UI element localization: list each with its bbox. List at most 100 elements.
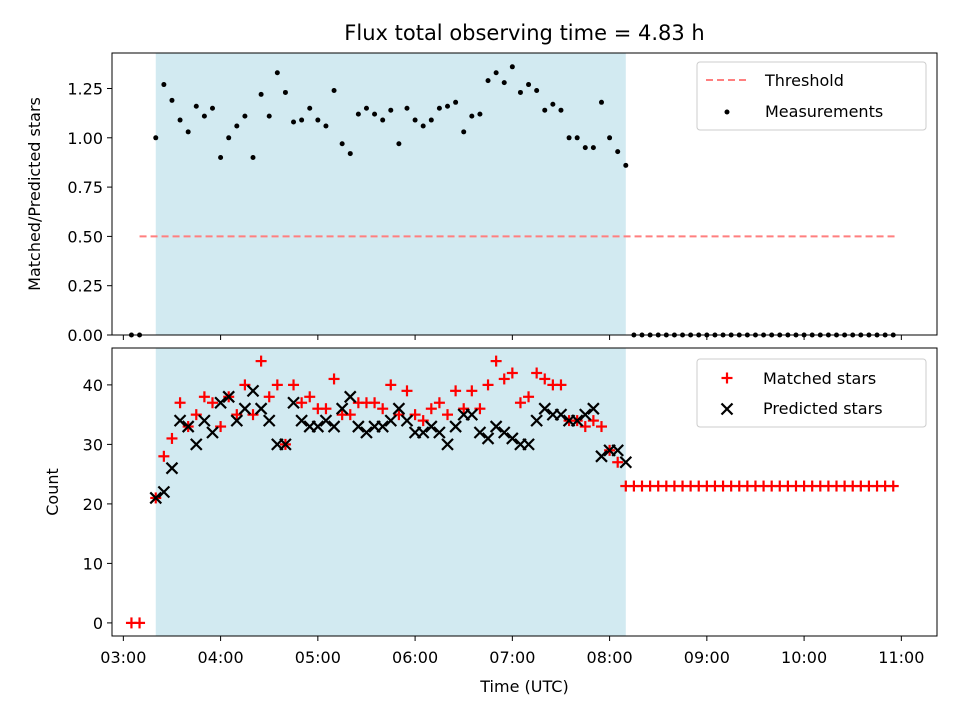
predicted-star-marker bbox=[206, 426, 219, 439]
predicted-star-marker-b bbox=[311, 420, 325, 433]
predicted-star-marker-b bbox=[619, 455, 633, 469]
predicted-star-marker-b bbox=[157, 485, 171, 499]
predicted-star-marker bbox=[311, 420, 325, 433]
measurement-point bbox=[574, 135, 580, 141]
predicted-star-marker bbox=[465, 408, 479, 421]
predicted-star-marker-b bbox=[254, 402, 268, 415]
predicted-star-marker-b bbox=[611, 444, 624, 457]
predicted-star-marker bbox=[441, 438, 454, 451]
count-x-tick-label: 08:00 bbox=[587, 648, 633, 667]
legend-predicted-swatch bbox=[720, 402, 734, 416]
predicted-star-marker bbox=[416, 426, 430, 439]
predicted-star-marker-b bbox=[181, 420, 195, 433]
ratio-y-tick-label: 1.25 bbox=[67, 79, 103, 98]
predicted-star-marker bbox=[287, 396, 300, 410]
predicted-star-marker bbox=[230, 414, 244, 427]
measurement-point bbox=[469, 113, 475, 119]
predicted-star-marker-b bbox=[222, 390, 235, 404]
predicted-star-marker-b bbox=[587, 402, 600, 415]
predicted-star-marker-b bbox=[579, 408, 592, 421]
matched-star-marker bbox=[498, 373, 510, 385]
ratio-y-tick-label: 0.25 bbox=[67, 277, 103, 296]
matched-star-marker bbox=[320, 403, 332, 415]
count-legend-box bbox=[696, 358, 927, 428]
count-y-axis-label: Count bbox=[43, 468, 62, 516]
count-y-tick-label: 20 bbox=[83, 495, 103, 514]
count-x-tick-label: 11:00 bbox=[878, 648, 924, 667]
predicted-star-marker bbox=[181, 420, 195, 433]
predicted-star-marker-b bbox=[149, 491, 163, 505]
legend-matched-swatch bbox=[721, 372, 733, 384]
predicted-star-marker-b bbox=[570, 414, 584, 427]
predicted-star-marker-b bbox=[376, 420, 389, 433]
legend-threshold-label: Threshold bbox=[764, 71, 844, 90]
matched-star-marker bbox=[134, 617, 146, 629]
measurement-point bbox=[477, 111, 483, 117]
observing-window-band-count bbox=[155, 348, 626, 636]
measurement-point bbox=[453, 99, 459, 105]
measurement-point bbox=[315, 117, 321, 123]
predicted-star-marker-b bbox=[530, 414, 543, 427]
predicted-star-marker-b bbox=[173, 414, 187, 427]
matched-star-marker bbox=[296, 397, 308, 409]
predicted-star-marker bbox=[165, 461, 179, 475]
legend-matched-label: Matched stars bbox=[763, 369, 876, 388]
count-y-tick-label: 30 bbox=[83, 435, 103, 454]
predicted-star-marker bbox=[384, 414, 398, 427]
count-axis-ticks: 0 10 20 30 40 03:00 04:00 05:00 06:00 07:00 08:00 0… bbox=[83, 376, 925, 667]
measurement-point bbox=[323, 123, 329, 129]
matched-star-marker bbox=[255, 355, 267, 367]
measurement-point bbox=[623, 162, 629, 168]
measurement-point bbox=[226, 135, 232, 141]
predicted-star-marker bbox=[352, 420, 365, 433]
predicted-star-marker-b bbox=[392, 402, 406, 415]
ratio-legend-box bbox=[696, 61, 927, 131]
measurement-point bbox=[493, 70, 499, 76]
ratio-plot-frame bbox=[111, 52, 938, 336]
predicted-star-marker-b bbox=[295, 414, 308, 427]
count-x-tick-label: 06:00 bbox=[392, 648, 438, 667]
measurement-point bbox=[420, 123, 426, 129]
measurement-point bbox=[615, 149, 621, 155]
predicted-star-marker-b bbox=[165, 461, 179, 475]
matched-star-marker bbox=[166, 432, 178, 444]
measurement-point bbox=[517, 89, 523, 95]
predicted-star-marker bbox=[497, 426, 511, 439]
measurement-point bbox=[274, 70, 280, 76]
measurement-point bbox=[177, 117, 183, 123]
measurement-point bbox=[380, 117, 386, 123]
count-plot-frame bbox=[111, 347, 938, 637]
matched-star-marker bbox=[887, 480, 899, 492]
count-x-tick-label: 03:00 bbox=[100, 648, 146, 667]
measurement-point bbox=[534, 87, 540, 93]
predicted-star-marker-b bbox=[335, 402, 349, 415]
measurement-point bbox=[193, 103, 199, 109]
measurement-point bbox=[347, 151, 353, 157]
matched-star-marker bbox=[595, 421, 607, 433]
measurement-point bbox=[331, 87, 337, 93]
matched-star-marker bbox=[174, 397, 186, 409]
measurement-point bbox=[218, 155, 224, 161]
predicted-star-marker-b bbox=[416, 426, 430, 439]
predicted-star-marker-b bbox=[262, 414, 276, 427]
predicted-star-marker bbox=[157, 485, 171, 499]
matched-star-marker bbox=[466, 385, 478, 397]
predicted-star-marker-b bbox=[327, 420, 341, 433]
measurement-point bbox=[307, 105, 313, 111]
matched-star-marker bbox=[442, 409, 454, 421]
ratio-axis-ticks: 0.00 0.25 0.50 0.75 1.00 1.25 bbox=[67, 79, 902, 345]
matched-star-marker bbox=[385, 379, 397, 391]
predicted-star-marker bbox=[198, 414, 211, 427]
predicted-star-marker-b bbox=[246, 384, 260, 398]
measurement-point bbox=[234, 123, 240, 129]
predicted-star-marker bbox=[279, 438, 292, 451]
measurement-point bbox=[339, 141, 345, 147]
predicted-star-marker bbox=[262, 414, 276, 427]
predicted-star-marker bbox=[335, 402, 349, 415]
predicted-star-marker-b bbox=[433, 426, 446, 439]
predicted-star-marker-b bbox=[352, 420, 365, 433]
count-x-tick-label: 07:00 bbox=[489, 648, 535, 667]
predicted-stars-markers bbox=[149, 384, 633, 505]
ratio-legend: Threshold Measurements bbox=[696, 61, 927, 131]
predicted-star-marker-b bbox=[449, 420, 462, 433]
